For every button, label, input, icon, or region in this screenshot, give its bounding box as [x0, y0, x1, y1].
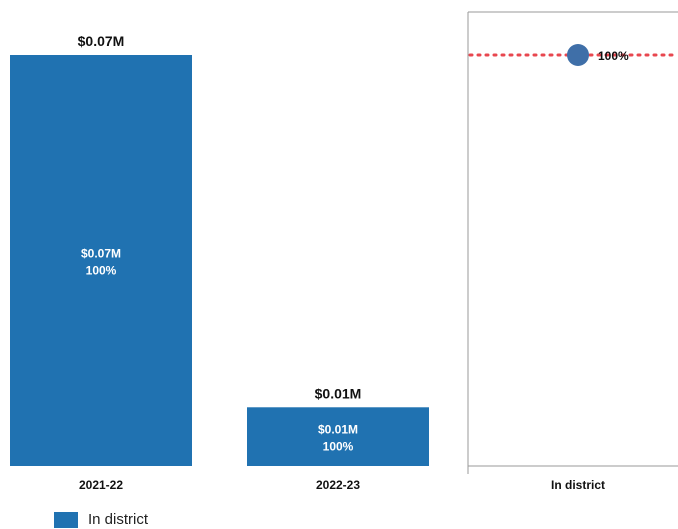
- x-tick-label: In district: [551, 478, 605, 492]
- bar-total-label: $0.01M: [315, 385, 362, 401]
- legend: In district: [54, 511, 148, 528]
- x-tick-label: 2022-23: [316, 478, 360, 492]
- bar-share-label: 100%: [323, 440, 354, 454]
- data-point: [567, 44, 589, 66]
- legend-label: In district: [88, 511, 149, 528]
- bar-value-label: $0.07M: [81, 247, 121, 261]
- share-dot-chart: 100% In district: [467, 11, 678, 492]
- bar-share-label: 100%: [86, 264, 117, 278]
- funding-bar-chart: $0.07M $0.07M 100% 2021-22 $0.01M $0.01M 100% 2…: [10, 33, 429, 492]
- x-tick-label: 2021-22: [79, 478, 123, 492]
- bar-total-label: $0.07M: [78, 33, 125, 49]
- legend-swatch: [54, 511, 78, 528]
- bar-2021-22: [10, 55, 192, 466]
- bar-2022-23: [247, 407, 429, 466]
- bar-value-label: $0.01M: [318, 423, 358, 437]
- point-value-label: 100%: [598, 49, 629, 63]
